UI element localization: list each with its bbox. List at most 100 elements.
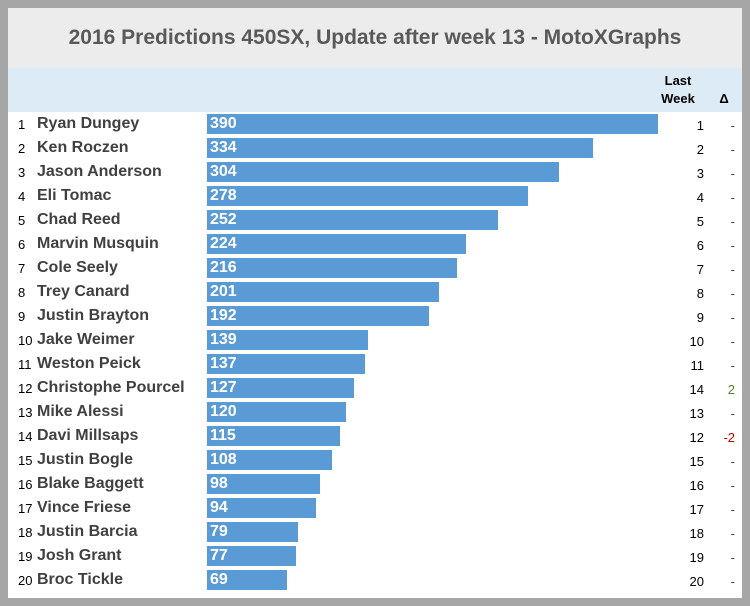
bar bbox=[207, 522, 299, 542]
rider-name: Cole Seely bbox=[37, 259, 118, 276]
bar-value-label: 224 bbox=[210, 235, 237, 252]
last-week: 2 bbox=[696, 142, 704, 157]
last-week: 9 bbox=[696, 310, 704, 325]
rank: 17 bbox=[18, 501, 33, 516]
delta: 2 bbox=[727, 382, 735, 397]
rank: 8 bbox=[18, 285, 26, 300]
rank: 20 bbox=[18, 573, 33, 588]
bar bbox=[207, 162, 559, 182]
delta: - bbox=[730, 406, 735, 421]
last-week: 12 bbox=[689, 430, 704, 445]
rank: 13 bbox=[18, 405, 33, 420]
bar bbox=[207, 210, 499, 230]
rank: 15 bbox=[18, 453, 33, 468]
rider-name: Eli Tomac bbox=[37, 187, 112, 204]
bar-value-label: 334 bbox=[210, 139, 237, 156]
last-week: 3 bbox=[696, 166, 704, 181]
bar-value-label: 304 bbox=[210, 163, 237, 180]
rider-name: Weston Peick bbox=[37, 355, 141, 372]
rank: 16 bbox=[18, 477, 33, 492]
bar bbox=[207, 546, 297, 566]
bar-value-label: 69 bbox=[210, 571, 228, 588]
rider-name: Ryan Dungey bbox=[37, 115, 140, 132]
bar bbox=[207, 186, 529, 206]
last-week: 18 bbox=[689, 526, 704, 541]
delta: - bbox=[730, 478, 735, 493]
last-week: 7 bbox=[696, 262, 704, 277]
delta: - bbox=[730, 334, 735, 349]
delta: - bbox=[730, 358, 735, 373]
rider-name: Justin Brayton bbox=[37, 307, 150, 324]
bar-value-label: 192 bbox=[210, 307, 237, 324]
bar-value-label: 98 bbox=[210, 475, 228, 492]
rider-name: Marvin Musquin bbox=[37, 235, 159, 252]
bar bbox=[207, 354, 366, 374]
column-header: Last Week bbox=[661, 73, 695, 106]
bar bbox=[207, 234, 467, 254]
last-week: 14 bbox=[689, 382, 704, 397]
bar-value-label: 127 bbox=[210, 379, 237, 396]
rank: 18 bbox=[18, 525, 33, 540]
rider-name: Justin Bogle bbox=[37, 451, 134, 468]
rider-name: Trey Canard bbox=[37, 283, 130, 300]
bar-value-label: 94 bbox=[210, 499, 228, 516]
rank: 3 bbox=[18, 165, 26, 180]
last-week: 15 bbox=[689, 454, 704, 469]
last-week: 13 bbox=[689, 406, 704, 421]
delta: - bbox=[730, 118, 735, 133]
rank: 9 bbox=[18, 309, 26, 324]
rider-name: Ken Roczen bbox=[37, 139, 129, 156]
last-week: 16 bbox=[689, 478, 704, 493]
bar bbox=[207, 450, 332, 470]
last-week: 5 bbox=[696, 214, 704, 229]
bar bbox=[207, 378, 354, 398]
last-week: 8 bbox=[696, 286, 704, 301]
header-row: Last Week Δ bbox=[8, 68, 742, 112]
rank: 10 bbox=[18, 333, 33, 348]
delta: - bbox=[730, 574, 735, 589]
bar-value-label: 390 bbox=[210, 115, 237, 132]
rank: 11 bbox=[18, 357, 32, 372]
rider-name: Davi Millsaps bbox=[37, 427, 139, 444]
delta: - bbox=[730, 526, 735, 541]
bar bbox=[207, 402, 346, 422]
rider-name: Justin Barcia bbox=[37, 523, 138, 540]
bar-value-label: 79 bbox=[210, 523, 228, 540]
delta: - bbox=[730, 550, 735, 565]
delta: - bbox=[730, 502, 735, 517]
delta: - bbox=[730, 142, 735, 157]
bar-value-label: 115 bbox=[210, 427, 236, 444]
rank: 7 bbox=[18, 261, 26, 276]
bar bbox=[207, 426, 340, 446]
last-week: 1 bbox=[696, 118, 704, 133]
last-week: 19 bbox=[689, 550, 704, 565]
delta: -2 bbox=[723, 430, 735, 445]
last-week: 4 bbox=[696, 190, 704, 205]
bar bbox=[207, 138, 594, 158]
delta: - bbox=[730, 454, 735, 469]
bar bbox=[207, 330, 368, 350]
rank: 2 bbox=[18, 141, 26, 156]
bar-value-label: 120 bbox=[210, 403, 237, 420]
rank: 1 bbox=[18, 117, 26, 132]
rank: 12 bbox=[18, 381, 33, 396]
rank: 19 bbox=[18, 549, 33, 564]
bar-value-label: 77 bbox=[210, 547, 228, 564]
rank: 14 bbox=[18, 429, 33, 444]
column-header: Δ bbox=[719, 91, 729, 106]
rider-name: Vince Friese bbox=[37, 499, 131, 516]
last-week: 17 bbox=[689, 502, 704, 517]
bar-value-label: 252 bbox=[210, 211, 237, 228]
bar bbox=[207, 282, 440, 302]
bar-value-label: 201 bbox=[210, 283, 237, 300]
last-week: 10 bbox=[689, 334, 704, 349]
bar bbox=[207, 474, 321, 494]
rider-name: Mike Alessi bbox=[37, 403, 124, 420]
last-week: 6 bbox=[696, 238, 704, 253]
bar-value-label: 216 bbox=[210, 259, 237, 276]
bar bbox=[207, 306, 430, 326]
rider-name: Chad Reed bbox=[37, 211, 121, 228]
rank: 6 bbox=[18, 237, 26, 252]
bar bbox=[207, 498, 316, 518]
bar-value-label: 278 bbox=[210, 187, 237, 204]
